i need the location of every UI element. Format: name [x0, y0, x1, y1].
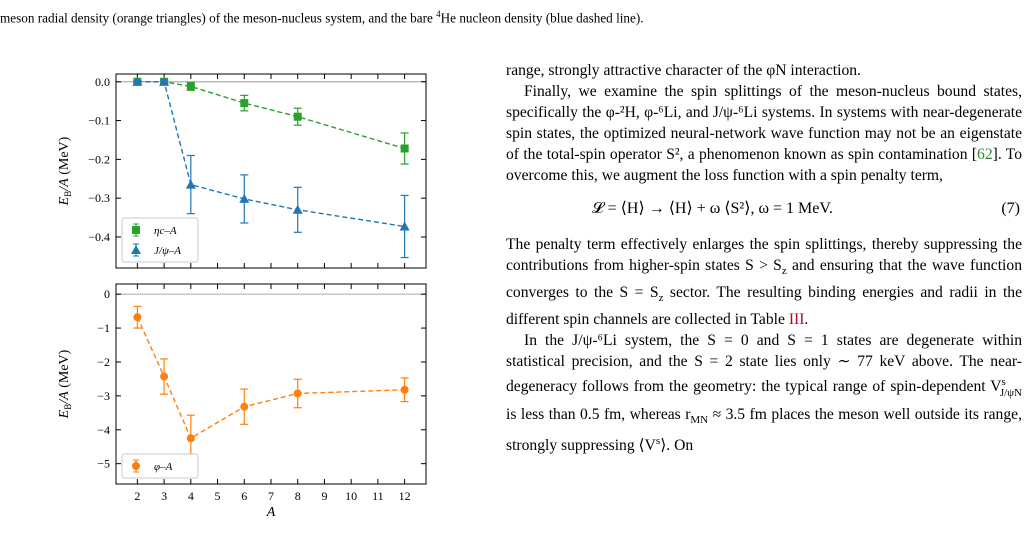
p3-sup: s	[1001, 376, 1006, 389]
paragraph-3: In the J/ψ-⁶Li system, the S = 0 and S =…	[506, 330, 1022, 456]
binding-energy-figure: 0.0 −0.1 −0.2 −0.3 −0.4 EB/A (MeV) ηc–A J/ψ–A 0 −…	[57, 73, 427, 520]
figure-caption-tail: meson radial density (orange triangles) …	[0, 6, 1029, 26]
y-tick-label: −2	[97, 355, 110, 369]
series-triangle	[132, 76, 410, 259]
p1-text: Finally, we examine the spin splittings …	[506, 83, 1022, 184]
paragraph-1: Finally, we examine the spin splittings …	[506, 81, 1022, 186]
y-tick-label: −3	[97, 389, 110, 403]
y-axis-label: EB/A (MeV)	[57, 136, 73, 206]
x-tick-label: 8	[295, 489, 301, 503]
p2-e: sector. The resulting binding energies a…	[506, 284, 1022, 329]
y-tick-label: −4	[97, 423, 110, 437]
y-tick-label: −5	[97, 457, 110, 471]
equation-body: 𝓛 = ⟨H⟩ → ⟨H⟩ + ω ⟨S²⟩, ω = 1 MeV.	[592, 200, 833, 217]
series-line	[137, 81, 405, 150]
x-tick-label: 9	[321, 489, 327, 503]
legend-box	[121, 217, 199, 263]
legend-label: ηc–A	[154, 225, 177, 237]
x-axis-label: A	[266, 505, 276, 520]
p2-f: .	[804, 311, 809, 329]
data-point	[240, 99, 249, 108]
p3-sub: J/ψN	[999, 386, 1022, 399]
p2-c: and ensuring that the wave function conv…	[506, 257, 1022, 302]
data-point	[292, 204, 303, 214]
x-tick-label: 5	[215, 489, 221, 503]
chart-panel-2: 0 −1 −2 −3 −4 −5 2 3 4 5 6 7 8 9 10 11 12 EB/A (MeV) Aφ–A	[57, 283, 427, 520]
data-point	[186, 82, 195, 91]
citation-link[interactable]: 62	[977, 146, 993, 163]
y-tick-label: −0.4	[88, 230, 110, 244]
y-tick-label: −0.1	[88, 114, 110, 128]
data-point	[400, 385, 409, 394]
p2-b: z	[781, 265, 787, 278]
equation-7: 𝓛 = ⟨H⟩ → ⟨H⟩ + ω ⟨S²⟩, ω = 1 MeV. (7)	[506, 188, 1022, 232]
body-text-column: range, strongly attractive character of …	[506, 60, 1022, 456]
p2-a: The penalty term effectively enlarges th…	[506, 236, 1022, 274]
legend-label: φ–A	[154, 461, 173, 473]
p3-sub2: MN	[690, 413, 709, 426]
paragraph-2: The penalty term effectively enlarges th…	[506, 234, 1022, 330]
p2-d: z	[658, 292, 664, 305]
paragraph-0: range, strongly attractive character of …	[506, 62, 861, 79]
data-point	[293, 389, 302, 398]
x-tick-label: 4	[188, 489, 194, 503]
x-tick-label: 3	[161, 489, 167, 503]
table-ref-link[interactable]: III	[788, 311, 805, 329]
p3-e: ⟩. On	[660, 436, 694, 454]
y-tick-label: −0.3	[88, 191, 110, 205]
x-tick-label: 10	[345, 489, 357, 503]
x-tick-label: 7	[268, 489, 274, 503]
data-point	[240, 402, 249, 411]
series-circle	[133, 305, 409, 462]
x-tick-label: 11	[372, 489, 384, 503]
legend-marker	[132, 226, 140, 234]
y-axis-label: EB/A (MeV)	[57, 349, 73, 419]
data-point	[132, 76, 143, 86]
y-tick-label: −1	[97, 321, 110, 335]
data-point	[239, 193, 250, 203]
caption-text-a: meson radial density (orange triangles) …	[0, 10, 437, 26]
legend-label: J/ψ–A	[154, 245, 181, 257]
p3-b: is less than 0.5 fm, whereas r	[506, 405, 691, 423]
legend-marker	[132, 462, 140, 470]
chart-panel-1: 0.0 −0.1 −0.2 −0.3 −0.4 EB/A (MeV) ηc–A J/ψ–A	[57, 73, 427, 269]
data-point	[399, 221, 410, 231]
data-point	[400, 144, 409, 153]
data-point	[160, 372, 169, 381]
data-point	[159, 76, 170, 86]
data-point	[133, 313, 142, 322]
equation-number: (7)	[1001, 200, 1020, 217]
data-point	[185, 179, 196, 189]
series-line	[137, 81, 405, 228]
p3-c: ≈ 3.5 fm places the meson well outside i…	[506, 405, 1022, 454]
legend-marker	[131, 245, 141, 254]
x-tick-label: 2	[134, 489, 140, 503]
caption-text-b: He nucleon density (blue dashed line).	[440, 10, 644, 26]
data-point	[186, 434, 195, 443]
y-tick-label: 0	[104, 287, 110, 301]
p3-a: In the J/ψ-⁶Li system, the S = 0 and S =…	[506, 332, 1022, 396]
x-tick-label: 6	[241, 489, 247, 503]
p3-d: s	[655, 434, 661, 447]
y-tick-label: −0.2	[88, 152, 110, 166]
series-line	[136, 316, 405, 440]
y-tick-label: 0.0	[95, 75, 110, 89]
caption-superscript: 4	[436, 9, 441, 19]
legend-box	[121, 453, 199, 479]
legend: φ–A	[121, 453, 199, 479]
x-tick-label: 12	[399, 489, 411, 503]
legend: ηc–A J/ψ–A	[121, 217, 199, 263]
data-point	[293, 112, 302, 121]
